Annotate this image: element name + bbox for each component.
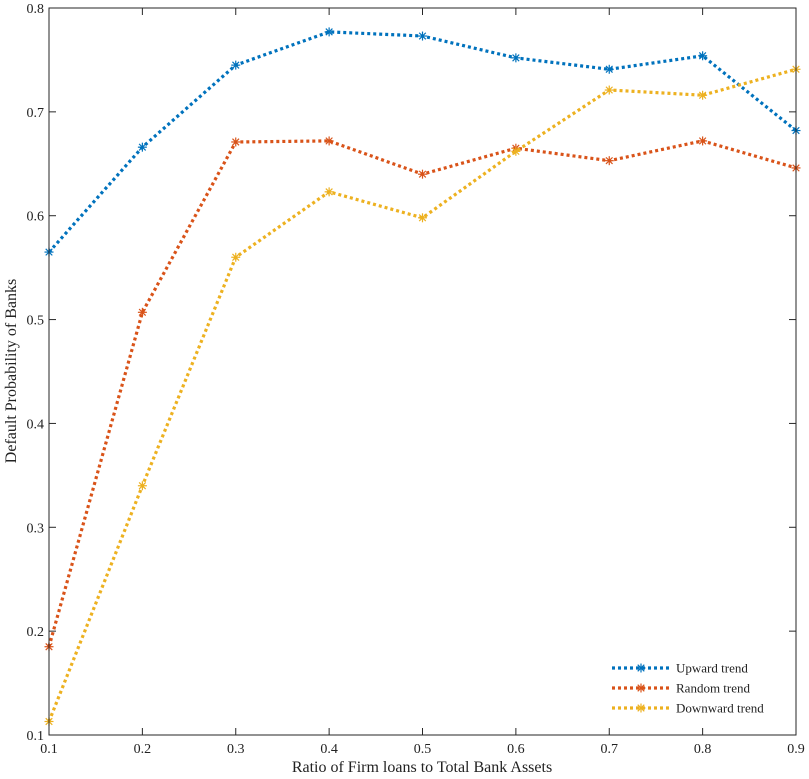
y-tick-label: 0.6	[27, 210, 45, 225]
legend-item: Downward trend	[612, 701, 764, 716]
x-tick-label: 0.6	[507, 742, 525, 757]
y-tick-label: 0.2	[27, 625, 45, 640]
data-point	[698, 136, 708, 146]
y-tick-label: 0.8	[27, 2, 45, 17]
x-tick-label: 0.8	[694, 742, 712, 757]
data-point	[231, 60, 241, 70]
data-point	[231, 252, 241, 262]
data-point	[604, 85, 614, 95]
y-tick-label: 0.4	[27, 417, 45, 432]
data-point	[137, 307, 147, 317]
data-point	[137, 142, 147, 152]
y-axis-title: Default Probability of Banks	[3, 279, 20, 463]
x-axis-title: Ratio of Firm loans to Total Bank Assets	[292, 759, 552, 776]
x-tick-label: 0.9	[787, 742, 805, 757]
legend-item: Upward trend	[612, 661, 748, 676]
x-tick-label: 0.2	[134, 742, 152, 757]
data-point	[698, 90, 708, 100]
series-upward-trend	[44, 27, 801, 257]
plot-area	[49, 8, 796, 735]
y-tick-label: 0.1	[27, 729, 45, 744]
data-point	[698, 51, 708, 61]
legend-label: Random trend	[676, 681, 751, 696]
legend-marker	[636, 663, 646, 673]
x-tick-label: 0.3	[227, 742, 245, 757]
legend-label: Upward trend	[676, 661, 748, 676]
data-point	[418, 31, 427, 41]
data-point	[511, 53, 521, 63]
data-point	[324, 136, 334, 146]
y-tick-label: 0.7	[27, 106, 45, 121]
x-tick-label: 0.4	[320, 742, 338, 757]
x-tick-label: 0.5	[414, 742, 432, 757]
data-point	[324, 27, 334, 37]
legend-item: Random trend	[612, 681, 751, 696]
legend-label: Downward trend	[676, 701, 764, 716]
legend-marker	[636, 683, 646, 693]
y-tick-label: 0.3	[27, 521, 45, 536]
data-point	[604, 156, 614, 166]
legend: Upward trend Random trend Downward trend	[612, 661, 764, 716]
data-point	[231, 137, 241, 147]
data-point	[418, 213, 427, 223]
legend-marker	[636, 703, 646, 713]
data-point	[324, 187, 334, 197]
data-point	[604, 64, 614, 74]
data-point	[137, 481, 147, 491]
x-tick-label: 0.1	[40, 742, 58, 757]
data-point	[511, 146, 521, 156]
y-tick-label: 0.5	[27, 314, 45, 329]
data-point	[418, 169, 427, 179]
x-tick-label: 0.7	[601, 742, 619, 757]
axes-layer: 0.1 0.2 0.3 0.4 0.5 0.6 0.7 0.8 0.9 0.1 0.2 0.3 0.4 0…	[27, 2, 805, 757]
